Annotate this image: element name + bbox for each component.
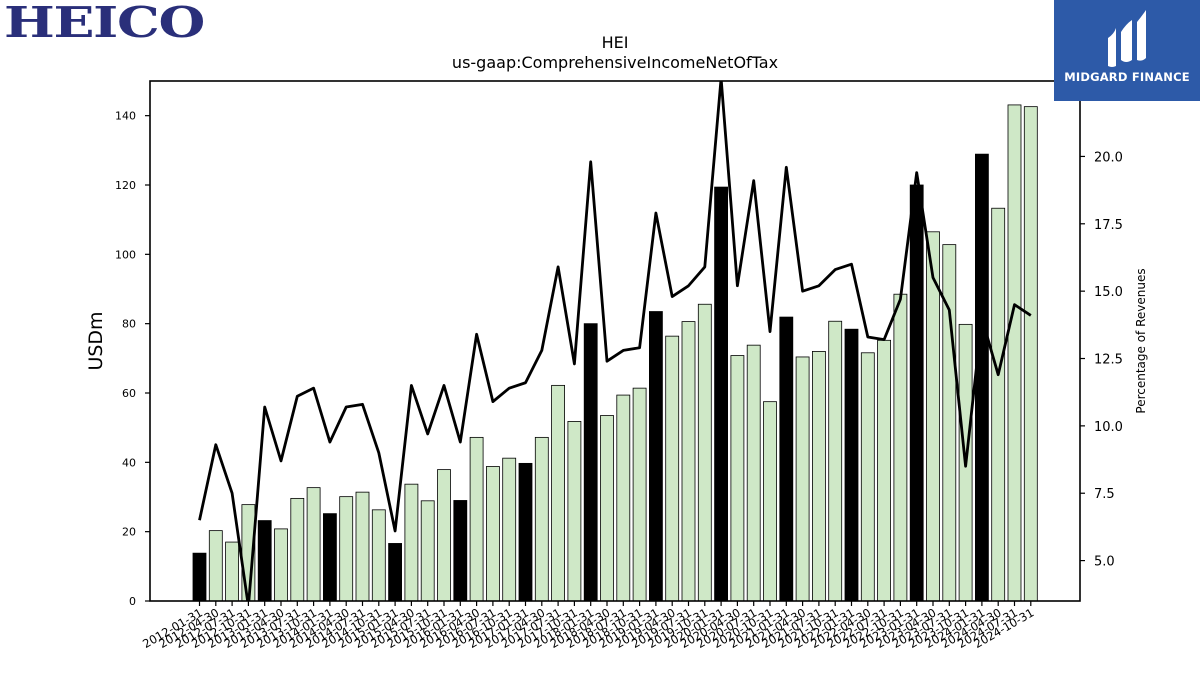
bar [926,231,940,601]
bar [306,487,321,601]
bar [551,384,565,601]
bar [420,500,435,601]
y-tick-label: 20 [122,526,136,539]
y2-tick-label: 17.5 [1094,218,1123,233]
bar [453,500,468,601]
y-tick-label: 80 [122,318,136,331]
bar [632,387,647,601]
line-series [198,81,1032,601]
heico-logo: HEICO [4,2,205,42]
left-y-axis: 0 20 40 60 80 100 120 140 [115,110,150,608]
y2-tick-label: 20.0 [1094,150,1123,165]
bar [583,323,598,601]
bar [714,186,728,601]
bar [371,509,386,601]
y2-tick-label: 15.0 [1094,285,1123,300]
bar [534,436,549,601]
x-axis: 2012-01-312012-04-302012-07-312012-10-31… [140,601,1036,651]
bar [404,483,419,601]
y2-tick-label: 7.5 [1094,487,1115,502]
bar [518,462,533,601]
bar [616,394,631,601]
bar [860,352,875,601]
bar [290,497,305,601]
bar-series [192,104,1038,601]
midgard-finance-badge: MIDGARD FINANCE [1054,0,1200,101]
bar [192,552,207,601]
bar [1023,106,1038,601]
midgard-finance-label: MIDGARD FINANCE [1064,70,1190,84]
right-y-axis: 5.0 7.5 10.0 12.5 15.0 17.5 20.0 [1080,150,1123,570]
bar [779,316,794,601]
bar [274,528,288,601]
bar [567,421,582,601]
bar [339,496,354,601]
y-tick-label: 60 [122,387,136,400]
bar [437,469,451,601]
heico-logo-text: HEICO [4,2,204,42]
bar [322,513,337,601]
y-tick-label: 140 [115,110,136,123]
percentage-line [198,81,1032,601]
bar [877,339,891,601]
bar [812,350,826,601]
y2-tick-label: 10.0 [1094,420,1123,435]
bar [909,184,924,601]
bar [893,293,908,601]
bar [485,466,500,601]
bar [991,207,1006,601]
chart-subtitle: us-gaap:ComprehensiveIncomeNetOfTax [452,53,778,72]
plot-frame [149,80,1081,602]
y2-axis-label: Percentage of Revenues [1134,268,1148,413]
y2-tick-label: 5.0 [1094,555,1115,570]
bar [795,356,810,601]
bar [828,320,843,601]
bar [681,321,696,601]
bar [665,335,680,601]
y-tick-label: 100 [115,248,136,261]
bar [746,344,761,601]
bar [649,311,663,601]
y-axis-label: USDm [85,311,107,370]
bar [502,457,517,601]
bar [697,303,712,601]
bar [469,436,484,601]
bar [730,355,745,601]
plot-border [149,80,1081,602]
bar [600,415,614,601]
bar [208,530,223,601]
y-tick-label: 40 [122,456,136,469]
chart-title: HEI [602,33,629,52]
bar [225,541,240,601]
midgard-mark-icon [1108,10,1146,67]
bar [763,401,777,601]
bar [257,520,272,601]
y2-tick-label: 12.5 [1094,353,1123,368]
bar [975,153,989,601]
bar [388,543,403,601]
bar [355,491,370,601]
y-tick-label: 0 [129,595,136,608]
y-tick-label: 120 [115,179,136,192]
bar [1007,104,1022,601]
bar [844,328,859,601]
